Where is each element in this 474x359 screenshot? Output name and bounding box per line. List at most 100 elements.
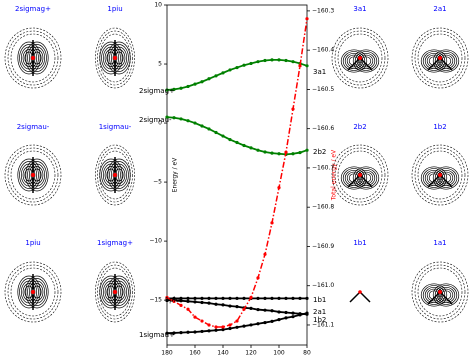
series-marker [214,296,218,300]
panel-label: 2b2 [353,123,366,131]
contour [436,169,456,187]
y-tick-label: 5 [158,61,162,68]
series-marker [291,311,295,315]
contour-dashed [334,147,386,203]
series-marker [270,309,274,313]
contour [25,158,49,192]
y2-tick-label: −160.9 [312,243,334,250]
contour [434,51,458,71]
contour [19,161,39,189]
contour [352,166,380,190]
contour [356,169,376,187]
series-marker [298,150,302,155]
atom [31,173,35,177]
x-tick-label: 180 [161,350,173,357]
series-marker [235,305,239,309]
series-marker [214,130,218,135]
y2-tick-label: −160.8 [312,204,334,211]
contour [432,49,460,73]
contour [340,49,368,73]
series-marker [284,58,288,63]
series-marker [179,296,183,300]
series-marker [249,295,253,300]
series-marker [291,60,295,64]
series-marker [207,77,211,81]
series-marker [228,326,232,331]
y-tick-label: −10 [149,238,162,245]
panel-label: 1sigmag+ [97,239,133,247]
contour [19,278,39,306]
series-marker [214,302,218,306]
contour [342,168,366,188]
contour-dashed [10,33,56,83]
contour [420,166,448,190]
series-marker [242,296,246,300]
series-line [166,116,308,156]
contour [107,158,131,192]
atom [358,173,362,177]
contour [420,49,448,73]
series-marker [228,323,232,327]
contour-dashed [414,30,466,86]
series-line [166,18,308,328]
contour [107,41,131,75]
contour [426,54,442,68]
curve-label: 1b2 [313,316,326,324]
y-tick-label: −5 [153,179,162,186]
contour-dashed [10,267,56,317]
contour-dashed [97,30,133,86]
contour [27,44,47,72]
contour-dashed [417,267,463,317]
contour [422,285,446,305]
series-marker [277,318,281,322]
series-marker [193,330,197,334]
contour [101,278,121,306]
series-marker [214,325,218,329]
series-marker [277,152,281,156]
series-marker [200,296,204,300]
atom [358,290,362,294]
contour [426,171,442,185]
orbital-plot [331,144,389,206]
series-marker [228,296,232,300]
contour-dashed [414,147,466,203]
series-marker [235,319,239,323]
panel-label: 1b2 [433,123,446,131]
contour [434,168,458,188]
series-marker [228,68,232,72]
series-marker [207,329,211,333]
panel-label: 2a1 [433,5,446,13]
atom [438,290,442,294]
series-marker [263,58,267,63]
series-marker [284,150,288,154]
contour [434,285,458,305]
x-tick-label: 100 [273,350,285,357]
contour [19,44,39,72]
series-marker [256,276,260,280]
panel-label: 1piu [107,5,122,13]
series-marker [277,185,281,190]
curve-label: 2sigmag+ [139,87,175,95]
y2-tick-label: −160.3 [312,7,334,14]
series-marker [270,58,274,62]
series-marker [221,71,225,75]
series-marker [221,303,225,307]
orbital-plot [95,27,135,89]
contour-dashed [334,30,386,86]
atom [31,56,35,60]
contour [109,278,129,306]
series-marker [263,150,267,154]
series-marker [179,331,183,335]
series-marker [207,301,211,305]
series-marker [242,63,246,67]
series-marker [256,296,260,300]
curve-label: 2b2 [313,148,326,156]
series-marker [235,296,239,300]
contour [422,168,446,188]
panel-label: 1b1 [353,239,366,247]
series-marker [249,146,253,150]
atom [358,56,362,60]
series-marker [291,315,295,319]
series-marker [263,308,267,312]
y-tick-label: 10 [154,2,162,9]
